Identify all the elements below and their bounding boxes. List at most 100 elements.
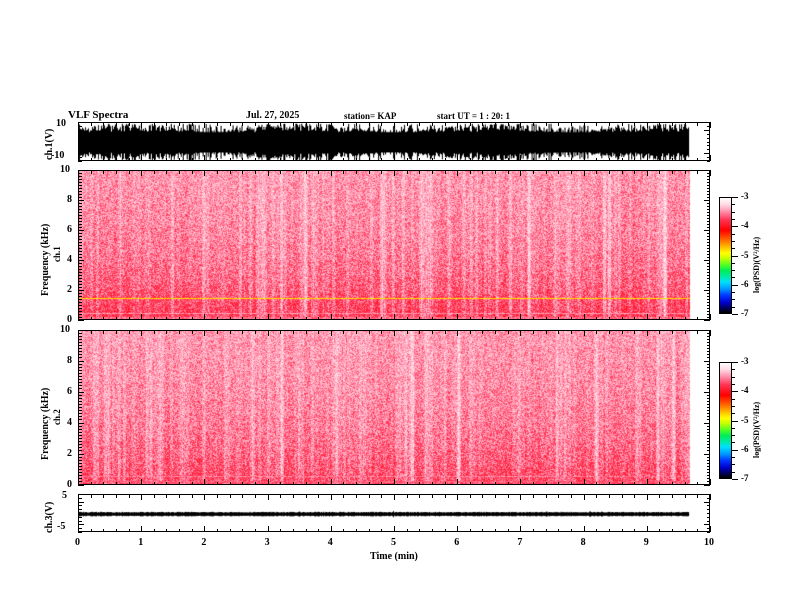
axis-tick bbox=[706, 211, 710, 213]
axis-tick bbox=[545, 170, 547, 174]
axis-tick bbox=[229, 481, 231, 485]
axis-tick bbox=[704, 129, 710, 131]
axis-tick bbox=[507, 330, 509, 334]
axis-tick bbox=[732, 420, 738, 422]
axis-tick bbox=[482, 528, 484, 532]
axis-tick bbox=[128, 330, 130, 334]
axis-tick bbox=[545, 330, 547, 334]
axis-tick bbox=[469, 528, 471, 532]
axis-tick bbox=[78, 292, 82, 294]
axis-tick bbox=[78, 259, 84, 261]
axis-tick bbox=[217, 494, 219, 498]
axis-tick bbox=[78, 268, 82, 270]
axis-tick bbox=[710, 526, 711, 532]
axis-tick bbox=[406, 494, 408, 498]
axis-tick bbox=[78, 175, 82, 177]
axis-tick bbox=[318, 122, 320, 126]
axis-tick bbox=[732, 383, 735, 385]
axis-tick bbox=[732, 284, 738, 286]
axis-tick bbox=[495, 316, 497, 320]
axis-tick bbox=[166, 170, 168, 174]
axis-tick bbox=[608, 494, 610, 498]
axis-tick bbox=[469, 170, 471, 174]
axis-tick bbox=[141, 122, 143, 128]
axis-tick bbox=[672, 316, 674, 320]
axis-tick bbox=[267, 170, 269, 176]
axis-tick bbox=[78, 494, 82, 495]
axis-tick bbox=[78, 199, 84, 201]
axis-tick bbox=[469, 330, 471, 334]
axis-tick bbox=[78, 214, 82, 216]
axis-tick bbox=[596, 481, 598, 485]
axis-tick bbox=[381, 481, 383, 485]
axis-tick bbox=[706, 338, 710, 340]
axis-tick bbox=[78, 372, 82, 374]
axis-tick bbox=[706, 465, 710, 467]
axis-tick bbox=[204, 170, 206, 176]
axis-tick bbox=[706, 316, 710, 318]
axis-tick bbox=[520, 122, 522, 128]
axis-tick bbox=[710, 155, 711, 161]
axis-tick bbox=[706, 354, 710, 356]
axis-tick bbox=[706, 505, 710, 507]
axis-tick bbox=[78, 232, 82, 234]
axis-tick bbox=[204, 330, 206, 336]
axis-tick bbox=[558, 122, 560, 126]
axis-tick bbox=[78, 181, 82, 183]
axis-tick bbox=[141, 479, 143, 485]
axis-tick bbox=[78, 524, 84, 526]
axis-tick bbox=[706, 475, 710, 477]
axis-tick bbox=[153, 330, 155, 334]
axis-tick bbox=[356, 330, 358, 334]
axis-tick bbox=[115, 528, 117, 532]
axis-tick bbox=[78, 465, 82, 467]
axis-tick bbox=[292, 528, 294, 532]
axis-tick bbox=[153, 316, 155, 320]
axis-tick bbox=[732, 211, 735, 213]
ch1-waveform-ylabel: ch.1(V) bbox=[44, 128, 55, 160]
axis-tick bbox=[280, 528, 282, 532]
axis-tick bbox=[706, 238, 710, 240]
axis-tick bbox=[78, 351, 82, 353]
axis-tick bbox=[318, 330, 320, 334]
ch1-ytick-10: 10 bbox=[56, 118, 66, 129]
axis-tick bbox=[533, 528, 535, 532]
axis-tick bbox=[706, 372, 710, 374]
axis-tick bbox=[78, 456, 82, 458]
axis-tick bbox=[697, 316, 699, 320]
axis-tick bbox=[368, 528, 370, 532]
axis-tick bbox=[204, 122, 206, 128]
axis-tick bbox=[128, 316, 130, 320]
axis-tick bbox=[305, 122, 307, 126]
axis-tick bbox=[704, 199, 710, 201]
axis-tick bbox=[191, 494, 193, 498]
axis-tick bbox=[78, 357, 82, 359]
axis-tick bbox=[128, 157, 130, 161]
axis-tick bbox=[706, 181, 710, 183]
axis-tick bbox=[704, 484, 710, 486]
axis-tick bbox=[406, 122, 408, 126]
axis-tick bbox=[706, 241, 710, 243]
axis-tick bbox=[406, 330, 408, 334]
axis-tick bbox=[706, 256, 710, 258]
axis-tick bbox=[704, 289, 710, 291]
axis-tick bbox=[78, 391, 84, 393]
axis-tick bbox=[706, 313, 710, 315]
axis-tick bbox=[706, 478, 710, 480]
axis-tick bbox=[706, 459, 710, 461]
axis-tick bbox=[330, 526, 332, 532]
axis-tick bbox=[179, 157, 181, 161]
axis-tick bbox=[706, 497, 710, 499]
axis-tick bbox=[78, 125, 82, 127]
axis-tick bbox=[634, 330, 636, 334]
axis-tick bbox=[706, 187, 710, 189]
axis-tick bbox=[706, 357, 710, 359]
axis-tick bbox=[697, 157, 699, 161]
axis-tick bbox=[444, 330, 446, 334]
axis-tick bbox=[706, 202, 710, 204]
axis-tick bbox=[78, 484, 84, 486]
axis-tick bbox=[706, 280, 710, 282]
x-tick-label-1: 1 bbox=[138, 537, 144, 548]
axis-tick bbox=[495, 122, 497, 126]
axis-tick bbox=[457, 314, 459, 320]
